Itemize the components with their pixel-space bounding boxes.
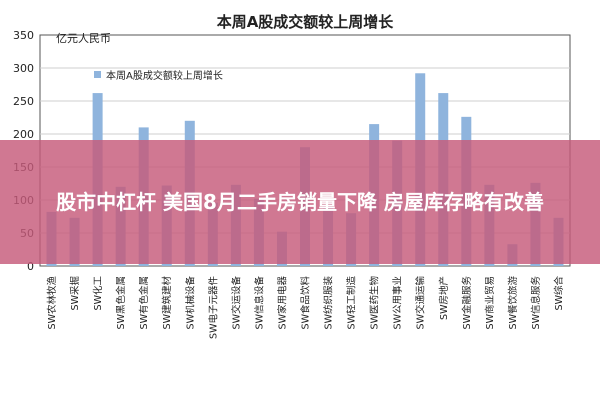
chart-title: 本周A股成交额较上周增长 [217, 13, 395, 31]
x-tick-label: SW黑色金属 [115, 276, 127, 329]
x-tick-label: SW综合 [553, 276, 565, 311]
x-tick-label: SW轻工制造 [346, 276, 358, 330]
x-tick-label: SW采掘 [69, 276, 81, 310]
x-tick-label: SW公用事业 [392, 276, 404, 329]
x-tick-label: SW金融服务 [461, 276, 473, 330]
y-tick-label: 0 [27, 260, 34, 273]
x-tick-label: SW餐饮旅游 [507, 276, 519, 330]
y-tick-label: 250 [13, 95, 34, 108]
x-tick-label: SW化工 [92, 276, 104, 311]
x-tick-label: SW机械设备 [184, 276, 196, 330]
x-tick-label: SW纺织服装 [323, 276, 335, 330]
x-tick-label: SW交运设备 [230, 276, 242, 330]
legend-swatch [94, 71, 101, 78]
headline-banner[interactable]: 股市中杠杆 美国8月二手房销量下降 房屋库存略有改善 [0, 140, 600, 264]
y-tick-label: 300 [13, 62, 34, 75]
x-tick-label: SW农林牧渔 [46, 276, 58, 330]
x-tick-label: SW家用电器 [276, 276, 288, 330]
x-tick-label: SW食品饮料 [300, 276, 312, 330]
y-axis-label: 亿元人民币 [56, 32, 111, 45]
x-tick-label: SW房地产 [438, 276, 450, 320]
x-tick-label: SW医药生物 [369, 276, 381, 330]
x-tick-label: SW商业贸易 [484, 276, 496, 329]
x-tick-label: SW有色金属 [138, 276, 150, 329]
x-tick-label: SW信息服务 [530, 276, 542, 330]
x-tick-label: SW电子元器件 [207, 276, 219, 339]
x-tick-label: SW交通运输 [415, 276, 427, 330]
headline-text[interactable]: 股市中杠杆 美国8月二手房销量下降 房屋库存略有改善 [56, 190, 544, 214]
x-tick-label: SW建筑建材 [161, 276, 173, 330]
x-tick-label: SW信息设备 [253, 276, 265, 330]
legend-label: 本周A股成交额较上周增长 [106, 69, 223, 82]
y-tick-label: 350 [13, 29, 34, 42]
y-tick-label: 200 [13, 128, 34, 141]
